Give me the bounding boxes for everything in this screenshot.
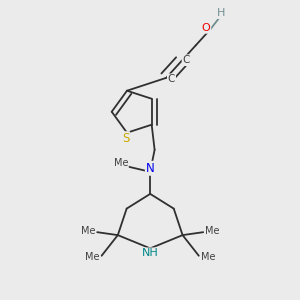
Text: Me: Me	[201, 252, 215, 262]
Text: S: S	[122, 132, 129, 145]
Text: Me: Me	[80, 226, 95, 236]
Text: O: O	[202, 23, 210, 33]
Text: N: N	[146, 162, 154, 175]
Text: Me: Me	[113, 158, 128, 168]
Text: C: C	[182, 55, 190, 65]
Text: C: C	[168, 74, 175, 84]
Text: NH: NH	[142, 248, 159, 258]
Text: H: H	[217, 8, 225, 18]
Text: Me: Me	[85, 252, 99, 262]
Text: Me: Me	[206, 226, 220, 236]
